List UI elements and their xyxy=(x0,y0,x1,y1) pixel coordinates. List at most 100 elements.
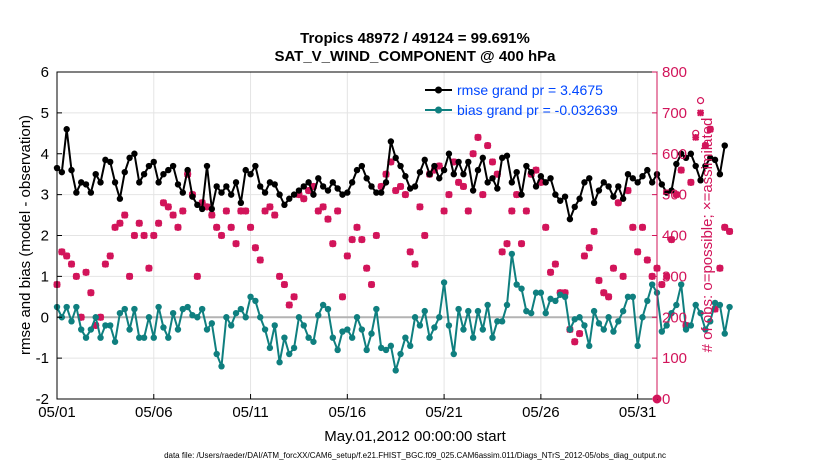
obs-assimilated-point-91 xyxy=(493,170,501,178)
bias-point-118 xyxy=(624,293,632,301)
bias-point-18 xyxy=(140,334,148,341)
obs-assimilated-point-80 xyxy=(440,207,448,215)
rmse-point-32 xyxy=(208,205,216,213)
rmse-point-136 xyxy=(711,156,719,164)
bias-point-136 xyxy=(711,299,719,307)
obs-assimilated-point-87 xyxy=(474,133,482,141)
bias-point-84 xyxy=(460,326,467,333)
rmse-point-104 xyxy=(557,197,564,204)
obs-assimilated-point-97 xyxy=(522,207,530,215)
rmse-point-81 xyxy=(445,150,453,157)
obs-assimilated-point-7 xyxy=(87,289,95,297)
bias-point-28 xyxy=(189,312,196,319)
rmse-point-8 xyxy=(92,170,99,178)
obs-assimilated-point-9 xyxy=(97,313,105,321)
bias-point-101 xyxy=(542,309,549,317)
x-axis: 05/01 05/06 05/11 05/16 05/21 05/26 05/31 xyxy=(38,394,656,421)
obs-assimilated-point-131 xyxy=(687,178,695,186)
bias-point-96 xyxy=(518,285,525,292)
obs-assimilated-point-36 xyxy=(227,223,235,231)
obs-assimilated-point-1 xyxy=(58,248,66,256)
obs-assimilated-point-72 xyxy=(401,191,409,199)
obs-assimilated-point-83 xyxy=(455,178,463,186)
rmse-point-66 xyxy=(373,189,380,196)
bias-point-31 xyxy=(203,326,211,333)
bias-point-11 xyxy=(107,322,114,329)
rmse-point-111 xyxy=(590,199,598,206)
bias-point-9 xyxy=(97,334,104,341)
bias-point-139 xyxy=(726,303,733,311)
y-left-tick-label-0: -2 xyxy=(36,391,49,408)
bias-point-16 xyxy=(131,305,138,313)
obs-assimilated-point-5 xyxy=(77,313,85,321)
obs-assimilated-point-20 xyxy=(150,231,158,240)
obs-assimilated-point-24 xyxy=(169,211,177,219)
rmse-point-10 xyxy=(102,156,109,164)
bias-point-103 xyxy=(552,297,559,305)
obs-assimilated-point-112 xyxy=(595,276,603,284)
rmse-point-48 xyxy=(286,195,293,202)
obs-assimilated-point-62 xyxy=(353,223,361,231)
obs-assimilated-point-134 xyxy=(701,142,709,150)
y-right-tick-label-8: 800 xyxy=(662,64,687,81)
rmse-point-107 xyxy=(571,203,578,211)
obs-assimilated-point-65 xyxy=(368,281,376,289)
rmse-point-129 xyxy=(677,150,685,157)
obs-assimilated-point-102 xyxy=(547,268,555,276)
obs-assimilated-point-50 xyxy=(295,191,303,199)
bias-point-34 xyxy=(218,363,225,370)
bias-point-23 xyxy=(165,334,172,341)
y-right-tick-label-6: 600 xyxy=(662,146,687,163)
bias-point-112 xyxy=(595,320,603,327)
obs-assimilated-point-122 xyxy=(643,256,651,264)
obs-assimilated-point-52 xyxy=(305,187,313,195)
rmse-point-92 xyxy=(498,154,506,162)
bias-point-58 xyxy=(334,346,341,354)
rmse-point-69 xyxy=(387,138,395,145)
obs-assimilated-point-11 xyxy=(106,252,114,260)
bias-point-64 xyxy=(363,346,370,354)
y-axis-left-label: rmse and bias (model - observation) xyxy=(17,115,34,355)
obs-assimilated-point-44 xyxy=(266,203,274,211)
obs-assimilated-point-56 xyxy=(324,215,332,223)
rmse-point-85 xyxy=(465,158,472,166)
rmse-point-101 xyxy=(542,179,549,186)
rmse-point-65 xyxy=(368,183,375,190)
bias-point-82 xyxy=(450,350,457,358)
obs-assimilated-point-34 xyxy=(218,231,226,240)
rmse-point-4 xyxy=(73,189,80,196)
obs-assimilated-point-118 xyxy=(624,187,632,195)
bias-point-25 xyxy=(174,326,182,333)
obs-assimilated-point-99 xyxy=(532,166,540,174)
obs-assimilated-point-86 xyxy=(469,150,477,158)
obs-assimilated-point-121 xyxy=(638,223,646,231)
bias-point-133 xyxy=(697,309,704,317)
obs-assimilated-point-58 xyxy=(334,207,342,215)
bias-point-57 xyxy=(329,334,337,341)
rmse-point-59 xyxy=(339,191,346,198)
obs-assimilated-point-37 xyxy=(232,240,240,248)
y-right-tick-label-3: 300 xyxy=(662,268,687,285)
y-right-tick-label-4: 400 xyxy=(662,228,687,245)
rmse-point-86 xyxy=(469,187,477,194)
rmse-point-120 xyxy=(634,179,641,186)
bias-point-72 xyxy=(402,334,409,341)
obs-assimilated-point-125 xyxy=(658,281,666,289)
obs-assimilated-point-93 xyxy=(503,240,511,248)
rmse-point-70 xyxy=(392,154,399,162)
bias-point-88 xyxy=(479,326,487,333)
rmse-point-118 xyxy=(624,170,632,178)
obs-assimilated-point-57 xyxy=(329,240,337,248)
obs-assimilated-point-40 xyxy=(247,223,255,231)
legend-rmse-marker xyxy=(435,86,442,94)
rmse-point-116 xyxy=(615,183,622,190)
y-left-tick-label-8: 6 xyxy=(41,64,49,81)
y-axis-right-label: # of obs: o=possible; ×=assimilated xyxy=(699,118,716,353)
bias-point-106 xyxy=(566,326,574,333)
rmse-point-106 xyxy=(566,215,574,223)
bias-point-93 xyxy=(503,301,511,309)
bias-point-102 xyxy=(547,295,554,303)
obs-assimilated-point-59 xyxy=(338,293,346,301)
bias-point-77 xyxy=(426,334,433,341)
rmse-point-87 xyxy=(474,166,482,174)
